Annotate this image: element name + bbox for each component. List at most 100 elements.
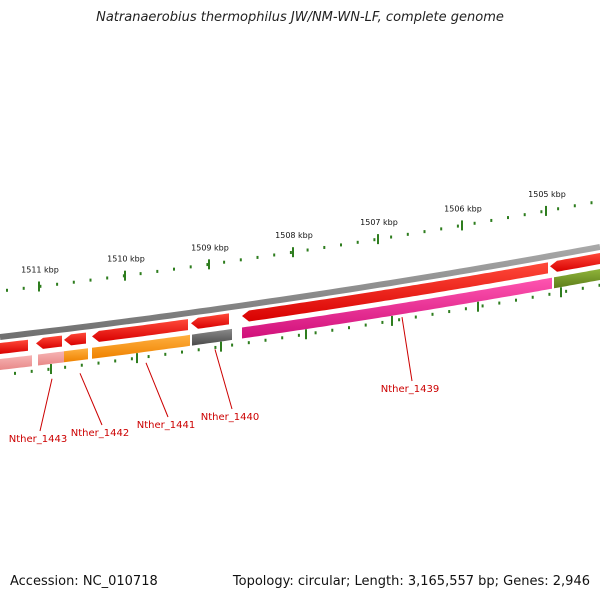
inner-dot <box>464 307 467 311</box>
inner-dot <box>531 295 534 299</box>
inner-dot <box>581 286 584 290</box>
ruler-major-tick <box>38 281 40 292</box>
gene-label-leader <box>401 317 413 382</box>
ruler-dot <box>156 269 159 273</box>
ruler-dot <box>139 272 142 276</box>
ruler-dot <box>390 235 393 239</box>
inner-dot <box>47 367 50 371</box>
inner-dot <box>381 320 384 324</box>
gene-arrow-nther-1443 <box>36 335 62 349</box>
inner-dot <box>297 333 300 337</box>
ruler-dot <box>89 278 92 282</box>
ruler-dot <box>323 245 326 249</box>
cds-block-pink <box>38 351 64 366</box>
ruler-dot <box>373 238 376 242</box>
inner-dot <box>481 304 484 308</box>
inner-ruler <box>14 283 600 375</box>
inner-dot <box>348 326 350 330</box>
accession-text: Accession: NC_010718 <box>10 574 158 589</box>
ruler-dot <box>456 224 459 228</box>
ruler-dot <box>173 267 175 271</box>
map-title: Natranaerobius thermophilus JW/NM-WN-LF,… <box>96 10 504 25</box>
ruler-label: 1506 kbp <box>444 204 482 213</box>
inner-major-tick <box>220 341 222 352</box>
inner-dot <box>431 312 434 316</box>
gene-arrow-nther-1442 <box>64 332 86 346</box>
ruler-dot <box>256 255 259 259</box>
inner-dot <box>114 359 117 363</box>
inner-dot <box>414 315 417 319</box>
inner-dot <box>281 336 284 340</box>
ruler-dot <box>557 207 560 211</box>
ruler-dot <box>306 248 309 252</box>
ruler-dot <box>573 204 576 208</box>
gene-label-leader <box>145 362 169 418</box>
inner-dot <box>498 301 501 305</box>
gene-arrow-nther-1440 <box>191 313 229 329</box>
ruler-dot <box>540 210 543 214</box>
cds-block-gray <box>192 328 232 346</box>
ruler-label: 1507 kbp <box>360 218 398 227</box>
ruler-dot <box>206 263 209 267</box>
inner-dot <box>197 348 200 352</box>
ruler-dot <box>6 288 8 292</box>
ruler-dot <box>239 258 242 262</box>
ruler-dot <box>39 284 42 288</box>
ruler-major-tick <box>545 205 547 216</box>
inner-dot <box>314 331 317 335</box>
inner-dot <box>247 341 250 345</box>
inner-major-tick <box>136 353 138 364</box>
gene-arrow-nther-1441 <box>92 319 188 342</box>
inner-dot <box>398 318 401 322</box>
ruler-major-tick <box>124 270 126 281</box>
ruler-dot <box>56 282 59 286</box>
gene-arrow-nther-1438 <box>550 253 600 272</box>
inner-dot <box>181 350 183 354</box>
ruler-dot <box>106 276 109 280</box>
ruler-label: 1509 kbp <box>191 243 229 252</box>
ruler-label: 1510 kbp <box>107 255 145 264</box>
ruler-dot <box>72 280 75 284</box>
cds-block-olive <box>554 269 600 289</box>
ruler-dot <box>490 218 493 222</box>
inner-major-tick <box>477 301 479 312</box>
ruler-label: 1505 kbp <box>528 190 566 199</box>
gene-label: Nther_1440 <box>201 412 259 423</box>
inner-dot <box>30 369 33 373</box>
gene-label-leader <box>39 378 53 432</box>
inner-major-tick <box>391 315 393 326</box>
ruler-dot <box>440 227 443 231</box>
inner-dot <box>14 371 16 375</box>
inner-dot <box>164 352 167 356</box>
ruler-dot <box>223 260 226 264</box>
inner-major-tick <box>560 287 562 298</box>
inner-dot <box>64 365 67 369</box>
inner-dot <box>331 328 334 332</box>
inner-major-tick <box>305 329 307 340</box>
ruler-dot <box>189 265 192 269</box>
ruler-label: 1508 kbp <box>275 231 313 240</box>
ruler-dot <box>406 232 409 236</box>
gene-label-leader <box>79 373 103 426</box>
inner-major-tick <box>50 364 52 375</box>
ruler-dot <box>22 286 25 290</box>
ruler-dot <box>507 216 509 220</box>
cds-block-orange <box>64 348 88 363</box>
gene-label-leader <box>214 349 233 410</box>
genome-backbone <box>0 244 600 340</box>
ruler: 1511 kbp 1510 kbp 1509 kbp 1508 kbp 1507 kbp… <box>6 190 593 292</box>
inner-dot <box>364 323 367 327</box>
gene-arrow-nther-1439 <box>242 262 548 322</box>
ruler-dot <box>473 221 476 225</box>
ruler-dot <box>340 243 342 247</box>
ruler-dot <box>122 274 125 278</box>
inner-dot <box>214 345 217 349</box>
inner-dot <box>598 283 600 287</box>
genome-summary-text: Topology: circular; Length: 3,165,557 bp… <box>232 574 590 589</box>
inner-dot <box>548 292 551 296</box>
gene-label: Nther_1439 <box>381 384 439 395</box>
ruler-major-tick <box>292 247 294 258</box>
gene-label: Nther_1442 <box>71 428 129 439</box>
ruler-major-tick <box>208 259 210 270</box>
